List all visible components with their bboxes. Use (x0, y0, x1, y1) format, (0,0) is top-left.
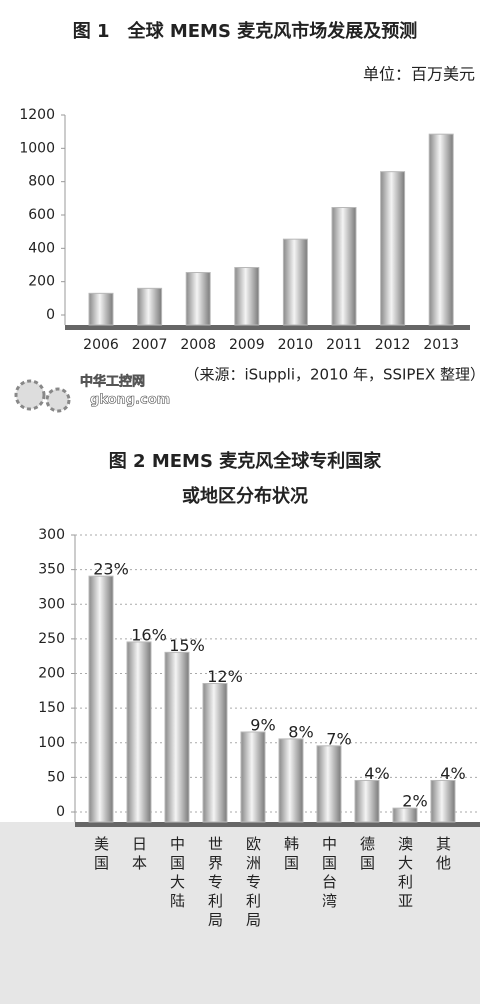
x-tick-label: 韩国 (282, 836, 300, 874)
x-tick-label: 日本 (130, 836, 148, 874)
x-tick-label: 2006 (83, 337, 119, 353)
y-tick-label: 0 (46, 307, 55, 323)
y-tick-label: 300 (38, 596, 65, 612)
y-tick-label: 150 (38, 700, 65, 716)
baseline-band (75, 822, 480, 827)
y-tick-label: 0 (56, 804, 65, 820)
x-tick-label: 2009 (229, 337, 265, 353)
bar (428, 133, 454, 326)
bar (137, 287, 163, 326)
x-tick-label: 其他 (434, 836, 452, 874)
share-label: 4% (440, 764, 465, 783)
y-tick-label: 50 (47, 769, 65, 785)
bar (354, 779, 380, 823)
y-tick-label: 300 (38, 527, 65, 543)
y-tick-label: 200 (38, 666, 65, 682)
share-label: 15% (169, 636, 205, 655)
y-tick-label: 1200 (19, 107, 55, 123)
y-tick-label: 800 (28, 174, 55, 190)
x-tick-label: 中国大陆 (168, 836, 186, 912)
bar (88, 575, 114, 823)
share-label: 9% (250, 715, 275, 734)
x-tick-label: 2012 (375, 337, 411, 353)
share-label: 4% (364, 764, 389, 783)
x-tick-label: 世界专利局 (206, 836, 224, 931)
x-tick-label: 美国 (92, 836, 110, 874)
share-label: 2% (402, 792, 427, 811)
x-tick-label: 2011 (326, 337, 362, 353)
y-tick-label: 1000 (19, 140, 55, 156)
y-tick-label: 600 (28, 207, 55, 223)
y-tick-label: 200 (28, 274, 55, 290)
x-tick-label: 2008 (180, 337, 216, 353)
y-tick-label: 100 (38, 735, 65, 751)
bar (88, 292, 114, 326)
baseline-band (65, 325, 470, 330)
bar (331, 207, 357, 326)
unit: 单位：百万美元 (363, 65, 475, 84)
bar (234, 267, 260, 326)
bar (380, 171, 406, 326)
watermark: 中华工控网 (80, 374, 145, 390)
x-tick-label: 2010 (278, 337, 314, 353)
bar (202, 683, 228, 823)
chart-title: 图 2 MEMS 麦克风全球专利国家 (109, 450, 382, 472)
bar (278, 738, 304, 823)
share-label: 7% (326, 729, 351, 748)
x-tick-label: 德国 (358, 835, 376, 874)
share-label: 8% (288, 722, 313, 741)
chart-title: 图 1 全球 MEMS 麦克风市场发展及预测 (73, 20, 417, 42)
bar (430, 779, 456, 823)
bottom-panel (0, 822, 480, 1004)
watermark-site: gkong.com (90, 393, 170, 408)
gear-icon (45, 387, 71, 413)
gear-icon (14, 379, 46, 411)
x-tick-label: 欧洲专利局 (244, 836, 262, 931)
bar (316, 745, 342, 823)
y-tick-label: 250 (38, 631, 65, 647)
bar (240, 731, 266, 823)
y-tick-label: 350 (38, 562, 65, 578)
chart-title: 或地区分布状况 (182, 485, 308, 507)
y-tick-label: 400 (28, 240, 55, 256)
bar (185, 272, 211, 326)
x-tick-label: 2007 (132, 337, 168, 353)
share-label: 16% (131, 625, 167, 644)
source: （来源：iSuppli，2010 年，SSIPEX 整理） (184, 366, 485, 384)
x-tick-label: 中国台湾 (320, 836, 338, 912)
bar (392, 807, 418, 823)
bar (126, 641, 152, 823)
x-tick-label: 澳大利亚 (396, 836, 414, 912)
bar (164, 651, 190, 823)
bar (282, 238, 308, 326)
share-label: 23% (93, 560, 129, 579)
x-tick-label: 2013 (423, 337, 459, 353)
share-label: 12% (207, 667, 243, 686)
